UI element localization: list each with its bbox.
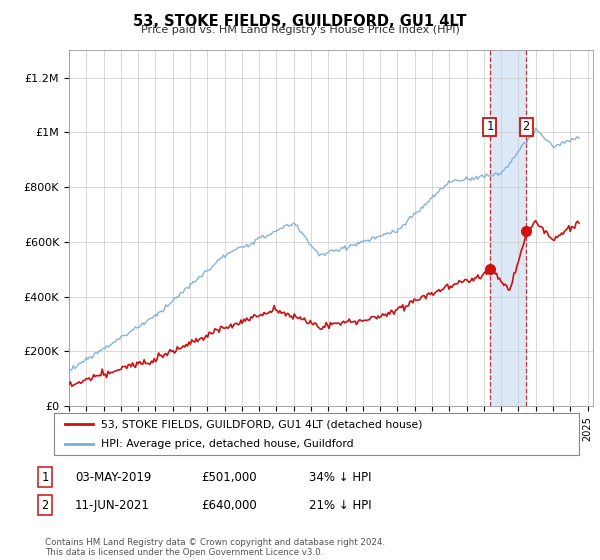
Text: HPI: Average price, detached house, Guildford: HPI: Average price, detached house, Guil… bbox=[101, 439, 354, 449]
Text: 1: 1 bbox=[487, 120, 494, 133]
Text: 34% ↓ HPI: 34% ↓ HPI bbox=[309, 470, 371, 484]
Text: Price paid vs. HM Land Registry's House Price Index (HPI): Price paid vs. HM Land Registry's House … bbox=[140, 25, 460, 35]
Text: 11-JUN-2021: 11-JUN-2021 bbox=[75, 498, 150, 512]
Bar bbox=[490, 50, 526, 406]
Text: 21% ↓ HPI: 21% ↓ HPI bbox=[309, 498, 371, 512]
Text: 53, STOKE FIELDS, GUILDFORD, GU1 4LT (detached house): 53, STOKE FIELDS, GUILDFORD, GU1 4LT (de… bbox=[101, 419, 423, 429]
Text: 03-MAY-2019: 03-MAY-2019 bbox=[75, 470, 151, 484]
Text: 2: 2 bbox=[41, 498, 49, 512]
Text: £640,000: £640,000 bbox=[201, 498, 257, 512]
Text: 2: 2 bbox=[523, 120, 530, 133]
Text: 53, STOKE FIELDS, GUILDFORD, GU1 4LT: 53, STOKE FIELDS, GUILDFORD, GU1 4LT bbox=[133, 14, 467, 29]
Text: £501,000: £501,000 bbox=[201, 470, 257, 484]
Text: 1: 1 bbox=[41, 470, 49, 484]
Text: Contains HM Land Registry data © Crown copyright and database right 2024.
This d: Contains HM Land Registry data © Crown c… bbox=[45, 538, 385, 557]
